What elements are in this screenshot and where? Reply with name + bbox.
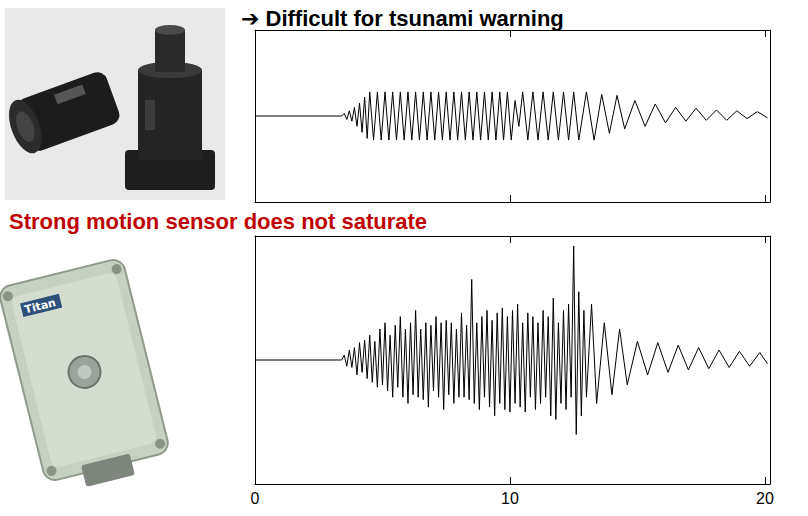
svg-text:20: 20 <box>756 490 774 507</box>
svg-text:Strong motion sensor does not: Strong motion sensor does not saturate <box>9 209 427 234</box>
svg-text:0: 0 <box>251 490 260 507</box>
svg-text:Titan: Titan <box>23 296 57 316</box>
svg-text:➔ Difficult for tsunami warnin: ➔ Difficult for tsunami warning <box>241 6 564 31</box>
svg-text:10: 10 <box>501 490 519 507</box>
